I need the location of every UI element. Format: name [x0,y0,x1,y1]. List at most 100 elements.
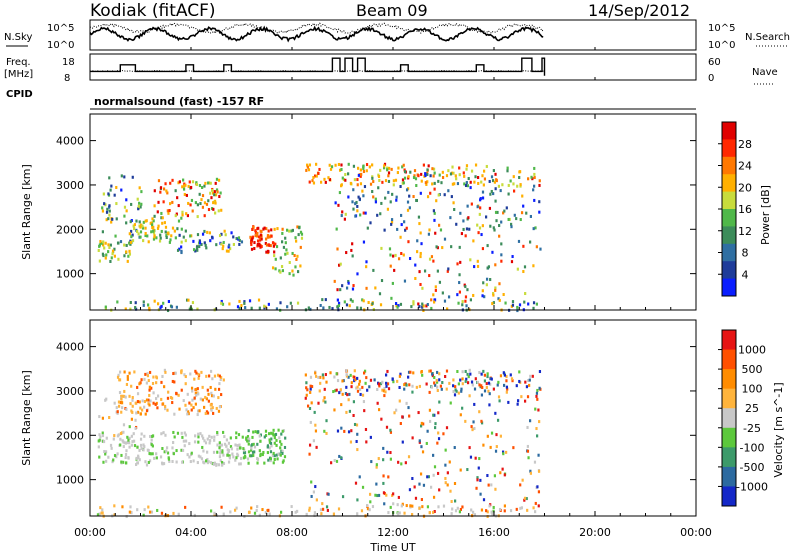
data-cell [310,480,313,484]
data-cell [153,189,156,193]
data-cell [147,303,150,307]
data-cell [181,213,184,217]
data-cell [233,508,237,512]
data-cell [120,460,123,464]
data-cell [166,209,169,213]
data-cell [445,387,448,391]
data-cell [446,471,449,475]
data-cell [523,496,527,500]
data-cell [436,269,439,273]
data-cell [387,179,391,183]
data-cell [419,424,423,428]
colorbar-swatch [722,243,736,262]
data-cell [122,440,125,444]
data-cell [173,412,176,416]
data-cell [306,388,309,392]
data-cell [105,459,108,463]
data-cell [361,485,365,489]
data-cell [337,304,341,308]
data-cell [192,248,196,252]
data-cell [385,381,388,385]
data-cell [386,450,389,454]
data-cell [477,466,480,470]
data-cell [226,448,229,452]
data-cell [181,210,184,214]
data-cell [498,298,501,302]
data-cell [381,380,384,384]
data-cell [217,409,221,413]
data-cell [464,184,468,188]
data-cell [320,512,323,516]
nsearch-tick-top: 10^5 [708,23,735,34]
colorbar-tick-label: 500 [742,363,763,376]
data-cell [201,434,204,438]
data-cell [243,301,246,305]
data-cell [361,385,364,389]
data-cell [314,371,317,375]
data-cell [480,421,484,425]
data-cell [421,305,424,309]
beam-title: Beam 09 [356,1,428,20]
data-cell [412,300,415,304]
data-cell [156,302,160,306]
data-cell [336,305,339,309]
data-cell [214,387,217,391]
data-cell [533,176,536,180]
data-cell [489,278,492,282]
data-cell [304,373,307,377]
x-tick-label: 16:00 [478,526,510,539]
data-cell [507,183,510,187]
data-cell [377,186,380,190]
data-cell [337,507,341,511]
data-cell [99,239,102,243]
data-cell [279,446,282,450]
data-cell [338,263,341,267]
date-title: 14/Sep/2012 [588,1,690,20]
data-cell [332,390,335,394]
data-cell [207,199,210,203]
colorbar-tick-label: 24 [738,160,752,173]
data-cell [299,230,303,234]
data-cell [353,379,356,383]
data-cell [220,232,223,236]
data-cell [171,379,174,383]
data-cell [222,453,225,457]
data-cell [151,381,155,385]
data-cell [113,434,116,438]
data-cell [210,394,214,398]
data-cell [250,306,253,310]
data-cell [411,436,414,440]
data-cell [403,176,407,180]
data-cell [107,455,110,459]
data-cell [510,304,513,308]
data-cell [436,388,439,392]
colorbar-tick-label: -1000 [736,480,768,493]
data-cell [145,463,149,467]
data-cell [202,460,205,464]
data-cell [465,227,469,231]
data-cell [363,369,367,373]
nsearch-line [89,22,544,35]
data-cell [345,369,348,373]
data-cell [300,232,304,236]
data-cell [132,224,135,228]
data-cell [215,406,218,410]
data-cell [414,177,418,181]
colorbar-tick-label: 1000 [738,344,766,357]
data-cell [184,433,187,437]
data-cell [472,293,475,297]
data-cell [152,231,156,235]
data-cell [359,182,363,186]
data-cell [344,178,347,182]
data-cell [529,240,532,244]
data-cell [486,244,489,248]
data-cell [493,180,496,184]
data-cell [305,386,308,390]
data-cell [146,374,150,378]
data-cell [188,442,191,446]
data-cell [203,405,206,409]
data-cell [448,460,451,464]
data-cell [535,391,539,395]
data-cell [407,370,411,374]
data-cell [155,381,158,385]
